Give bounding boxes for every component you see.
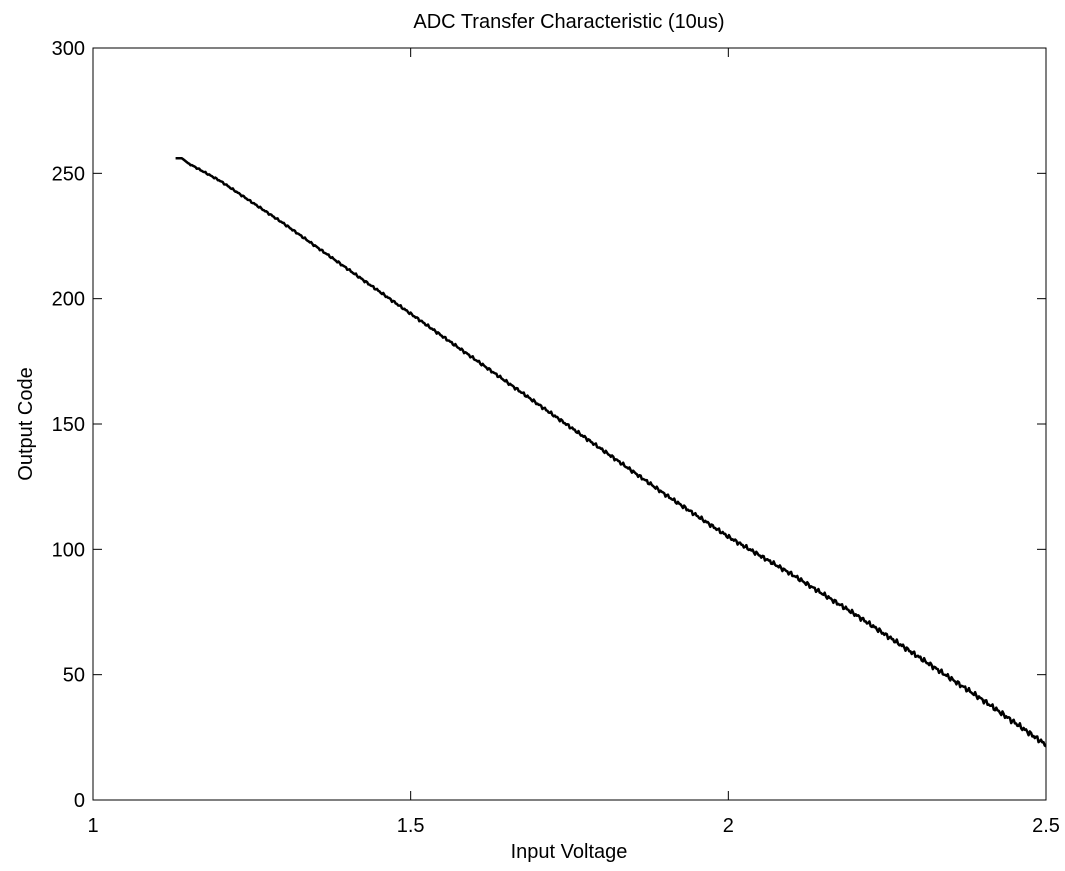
y-tick-label: 100 [52, 539, 85, 561]
x-axis-title: Input Voltage [511, 841, 628, 863]
x-tick-label: 2 [723, 815, 734, 837]
y-tick-label: 150 [52, 414, 85, 436]
y-axis-title: Output Code [15, 367, 37, 480]
y-tick-label: 50 [63, 665, 85, 687]
x-tick-label: 1.5 [397, 815, 425, 837]
y-tick-label: 200 [52, 289, 85, 311]
x-tick-label: 2.5 [1032, 815, 1060, 837]
x-axis-ticks [92, 48, 1047, 800]
y-axis-ticks [93, 47, 1046, 801]
x-tick-label: 1 [87, 815, 98, 837]
x-axis-tick-labels: 1 1.5 2 2.5 [87, 815, 1059, 837]
y-tick-label: 0 [74, 790, 85, 812]
y-tick-label: 250 [52, 163, 85, 185]
series-line [175, 157, 1047, 748]
y-axis-tick-labels: 0 50 100 150 200 250 300 [52, 38, 85, 812]
y-tick-label: 300 [52, 38, 85, 60]
chart-title: ADC Transfer Characteristic (10us) [413, 11, 724, 33]
